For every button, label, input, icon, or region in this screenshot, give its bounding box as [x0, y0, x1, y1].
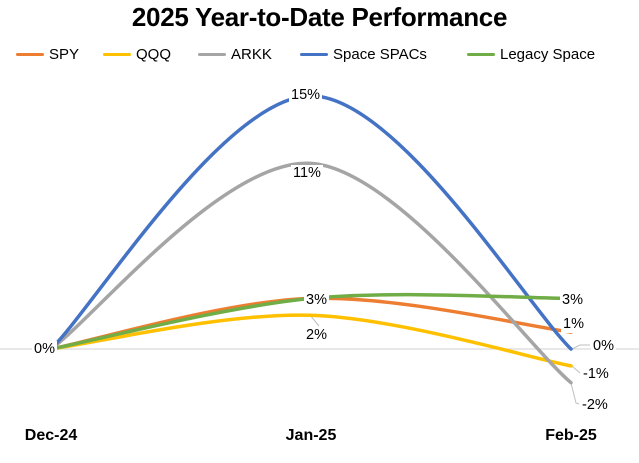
- data-label-jan-15pct: 15%: [289, 87, 323, 104]
- x-axis-label-dec-24: Dec-24: [24, 427, 78, 444]
- x-axis-label-jan-25: Jan-25: [285, 427, 337, 444]
- legend-swatch-arkk: [198, 52, 226, 57]
- legend-item-space-spacs: Space SPACs: [300, 46, 427, 63]
- legend-item-spy: SPY: [16, 46, 79, 63]
- series-line-qqq: [49, 313, 573, 368]
- legend-swatch-space-spacs: [300, 52, 328, 57]
- data-label-feb-neg1pct: -1%: [581, 366, 611, 383]
- legend-label-qqq: QQQ: [136, 46, 172, 63]
- series-line-space-spacs: [49, 94, 573, 351]
- chart-title: 2025 Year-to-Date Performance: [131, 2, 508, 32]
- legend-label-arkk: ARKK: [231, 46, 272, 63]
- legend-label-space-spacs: Space SPACs: [333, 46, 427, 63]
- legend-item-qqq: QQQ: [103, 46, 171, 63]
- data-label-jan-2pct: 2%: [304, 327, 329, 344]
- legend-label-legacy-space: Legacy Space: [500, 46, 596, 63]
- legend-item-legacy-space: Legacy Space: [467, 46, 595, 63]
- data-label-feb-0pct: 0%: [591, 338, 616, 355]
- legend-label-spy: SPY: [49, 46, 80, 63]
- data-label-jan-3pct: 3%: [304, 292, 329, 309]
- data-label-dec-0pct: 0%: [32, 341, 57, 358]
- legend-swatch-legacy-space: [467, 52, 495, 57]
- data-label-feb-1pct: 1%: [561, 316, 586, 333]
- data-label-jan-11pct: 11%: [291, 165, 323, 182]
- series-line-arkk: [49, 161, 573, 385]
- data-label-feb-neg2pct: -2%: [580, 397, 610, 414]
- legend-swatch-spy: [16, 52, 44, 57]
- leader-line-qqq-feb: [571, 365, 581, 374]
- x-axis-label-feb-25: Feb-25: [545, 427, 597, 444]
- data-label-feb-3pct: 3%: [560, 292, 585, 309]
- leader-line-spacs-feb: [571, 344, 590, 350]
- leader-line-arkk-feb: [570, 382, 580, 405]
- legend-swatch-qqq: [103, 52, 131, 57]
- legend-item-arkk: ARKK: [198, 46, 272, 63]
